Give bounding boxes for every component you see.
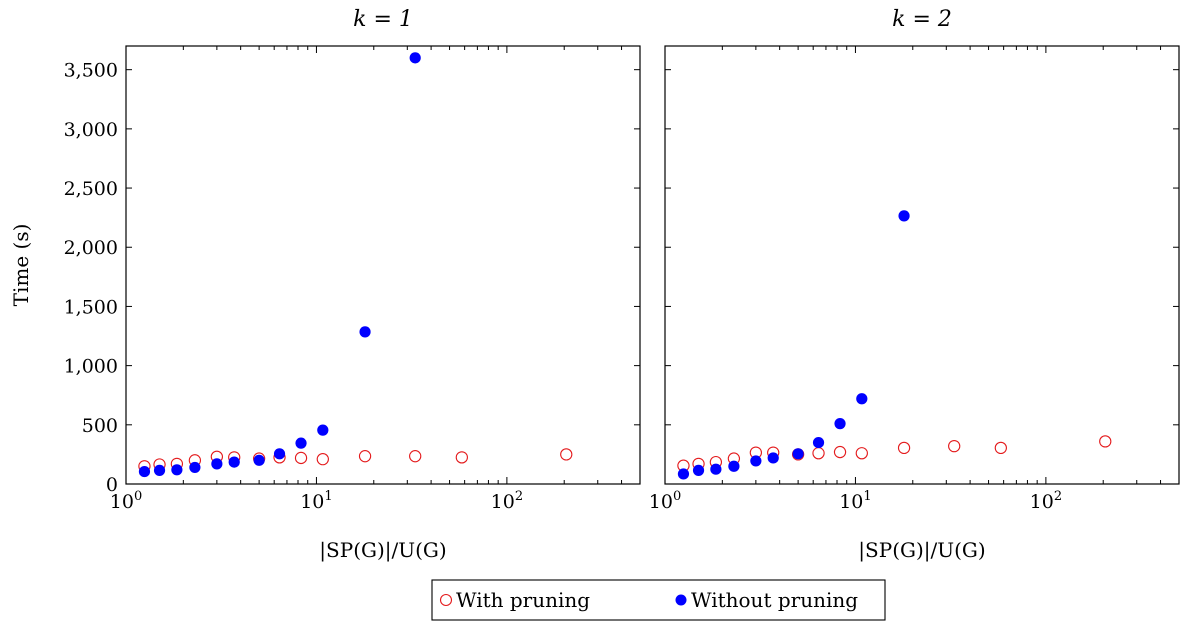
point-without-pruning bbox=[812, 436, 825, 449]
point-without-pruning bbox=[898, 210, 910, 222]
legend: With pruning Without pruning bbox=[431, 579, 886, 621]
point-with-pruning bbox=[833, 445, 847, 459]
point-with-pruning bbox=[409, 450, 422, 463]
point-with-pruning bbox=[560, 448, 573, 461]
y-tick-label: 1,500 bbox=[64, 296, 118, 318]
x-tick-label: 102 bbox=[1030, 489, 1062, 513]
plot-frame bbox=[664, 45, 1180, 485]
plot-frame bbox=[125, 45, 641, 485]
x-axis-label: |SP(G)|/U(G) bbox=[858, 538, 985, 563]
y-tick-label: 500 bbox=[82, 415, 118, 437]
point-with-pruning bbox=[358, 450, 372, 463]
point-with-pruning bbox=[294, 451, 308, 465]
point-without-pruning bbox=[409, 52, 421, 64]
point-without-pruning bbox=[692, 464, 705, 476]
y-tick-label: 0 bbox=[106, 474, 118, 496]
y-tick-label: 3,500 bbox=[64, 60, 118, 82]
y-axis-label: Time (s) bbox=[9, 224, 33, 307]
point-with-pruning bbox=[897, 441, 911, 455]
point-without-pruning bbox=[171, 464, 183, 476]
x-tick-label: 102 bbox=[491, 489, 523, 513]
legend-marker-without-pruning bbox=[675, 594, 687, 606]
point-with-pruning bbox=[1099, 435, 1112, 448]
point-without-pruning bbox=[228, 456, 240, 468]
x-axis-label: |SP(G)|/U(G) bbox=[319, 538, 446, 563]
legend-box bbox=[431, 579, 886, 621]
point-without-pruning bbox=[138, 465, 151, 478]
x-tick-label: 101 bbox=[300, 489, 332, 513]
point-with-pruning bbox=[316, 452, 329, 466]
point-without-pruning bbox=[710, 463, 722, 475]
point-without-pruning bbox=[295, 437, 307, 449]
point-with-pruning bbox=[855, 447, 868, 460]
point-without-pruning bbox=[728, 460, 740, 472]
point-with-pruning bbox=[812, 447, 825, 460]
point-with-pruning bbox=[994, 441, 1007, 455]
point-without-pruning bbox=[359, 326, 371, 338]
panel-title: k = 1 bbox=[353, 7, 413, 32]
point-with-pruning bbox=[948, 439, 961, 453]
y-tick-label: 1,000 bbox=[64, 356, 118, 378]
point-without-pruning bbox=[834, 418, 846, 430]
x-tick-label: 100 bbox=[649, 489, 681, 513]
legend-label: Without pruning bbox=[691, 588, 858, 612]
y-tick-label: 3,000 bbox=[64, 119, 118, 141]
x-tick-label: 101 bbox=[839, 489, 871, 513]
point-without-pruning bbox=[153, 464, 166, 476]
point-without-pruning bbox=[273, 448, 286, 460]
point-with-pruning bbox=[455, 451, 468, 464]
x-tick-label: 100 bbox=[110, 489, 142, 513]
point-without-pruning bbox=[677, 468, 690, 480]
point-without-pruning bbox=[253, 454, 265, 466]
point-without-pruning bbox=[211, 458, 223, 470]
point-without-pruning bbox=[317, 424, 329, 436]
panel-k2: k = 2 100 101 102 |SP(G)|/U(G) bbox=[649, 7, 1180, 563]
point-without-pruning bbox=[767, 452, 779, 464]
point-without-pruning bbox=[189, 461, 201, 474]
point-without-pruning bbox=[792, 448, 804, 460]
legend-label: With pruning bbox=[456, 588, 590, 612]
y-tick-label: 2,500 bbox=[64, 178, 118, 200]
legend-marker-with-pruning bbox=[439, 593, 453, 607]
point-without-pruning bbox=[856, 393, 868, 405]
panel-k1: k = 1 100 101 102 0 500 1,000 1,500 2,000 2,500 3,… bbox=[9, 7, 641, 563]
point-without-pruning bbox=[750, 455, 762, 467]
y-tick-label: 2,000 bbox=[64, 237, 118, 259]
panel-title: k = 2 bbox=[892, 7, 952, 32]
